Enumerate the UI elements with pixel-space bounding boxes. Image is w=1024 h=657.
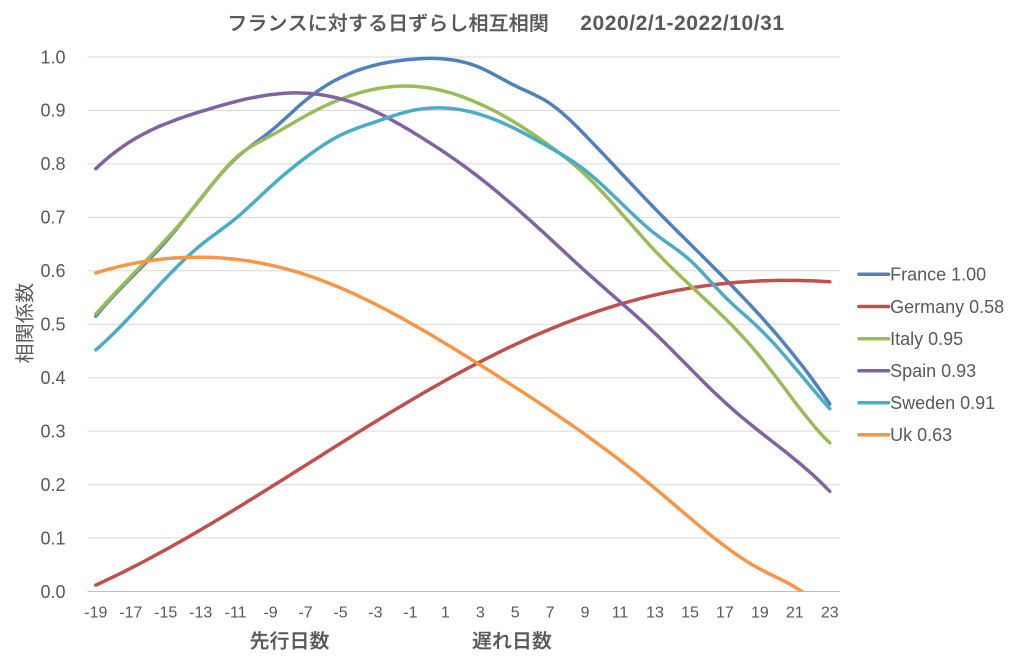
svg-text:-9: -9 [263, 605, 277, 622]
svg-text:11: 11 [612, 605, 629, 622]
svg-text:0.5: 0.5 [40, 315, 65, 335]
svg-text:15: 15 [681, 605, 699, 622]
svg-text:7: 7 [546, 605, 555, 622]
svg-text:9: 9 [581, 605, 590, 622]
svg-text:3: 3 [476, 605, 485, 622]
svg-text:Germany 0.58: Germany 0.58 [890, 297, 1004, 317]
svg-text:Italy 0.95: Italy 0.95 [890, 329, 963, 349]
svg-text:0.3: 0.3 [40, 421, 65, 441]
svg-text:0.6: 0.6 [40, 261, 65, 281]
svg-text:-3: -3 [368, 605, 382, 622]
svg-text:2020/2/1-2022/10/31: 2020/2/1-2022/10/31 [580, 12, 784, 35]
svg-text:-13: -13 [189, 605, 212, 622]
svg-text:-7: -7 [298, 605, 312, 622]
svg-text:21: 21 [786, 605, 804, 622]
svg-text:0.2: 0.2 [40, 475, 65, 495]
svg-text:0.0: 0.0 [40, 582, 65, 602]
svg-text:1.0: 1.0 [40, 47, 65, 67]
svg-text:0.1: 0.1 [40, 528, 65, 548]
svg-text:13: 13 [646, 605, 664, 622]
svg-text:0.7: 0.7 [40, 208, 65, 228]
svg-text:Spain 0.93: Spain 0.93 [890, 361, 976, 381]
svg-text:-15: -15 [154, 605, 177, 622]
svg-text:0.8: 0.8 [40, 154, 65, 174]
svg-text:France 1.00: France 1.00 [890, 265, 986, 285]
svg-text:-5: -5 [333, 605, 347, 622]
svg-text:-19: -19 [84, 605, 107, 622]
svg-text:1: 1 [441, 605, 450, 622]
svg-text:Uk 0.63: Uk 0.63 [890, 425, 952, 445]
svg-text:23: 23 [821, 605, 839, 622]
svg-text:-11: -11 [225, 605, 247, 622]
svg-text:Sweden 0.91: Sweden 0.91 [890, 393, 995, 413]
svg-text:-17: -17 [119, 605, 142, 622]
svg-text:0.4: 0.4 [40, 368, 65, 388]
svg-text:5: 5 [511, 605, 520, 622]
svg-text:19: 19 [751, 605, 769, 622]
svg-text:-1: -1 [403, 605, 417, 622]
svg-text:17: 17 [716, 605, 734, 622]
svg-text:0.9: 0.9 [40, 101, 65, 121]
